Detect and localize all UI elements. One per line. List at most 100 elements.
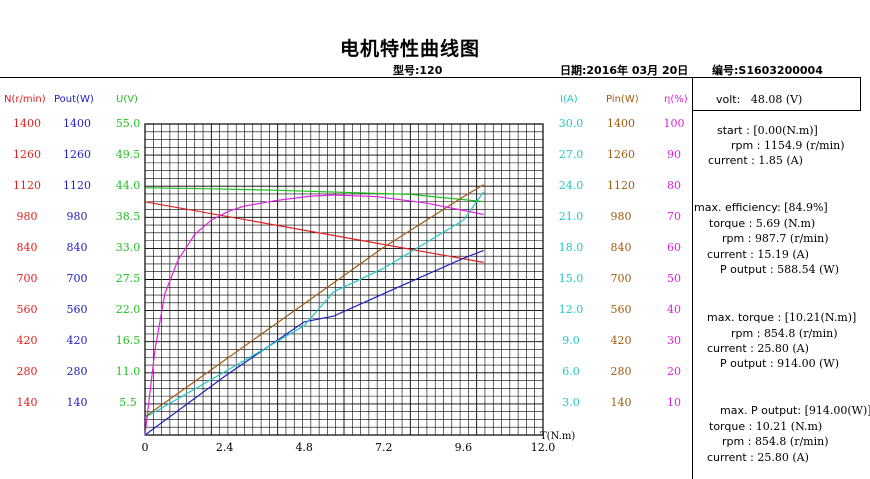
y-tick-Pin: 280 xyxy=(610,365,632,378)
y-tick-N: 560 xyxy=(16,303,38,316)
max-eff-torque-row: torque : 5.69 (N.m) xyxy=(709,217,815,230)
max-torque-rpm: 854.8 (r/min) xyxy=(763,327,838,340)
max-eff-current-label: current : xyxy=(707,248,754,261)
y-tick-Pout: 700 xyxy=(66,272,88,285)
y-tick-eta: 40 xyxy=(667,303,681,316)
start-torque: [0.00(N.m)] xyxy=(753,124,818,137)
volt-label: volt: xyxy=(716,93,741,106)
max-eff-pout-row: P output : 588.54 (W) xyxy=(720,263,839,276)
max-pout-readout: max. P output: [914.00(W)] xyxy=(720,404,870,417)
y-tick-eta: 60 xyxy=(667,241,681,254)
y-tick-I: 21.0 xyxy=(558,210,584,223)
y-tick-N: 1400 xyxy=(13,117,41,130)
y-tick-U: 27.5 xyxy=(115,272,141,285)
y-tick-Pout: 1400 xyxy=(63,117,91,130)
max-pout-torque-row: torque : 10.21 (N.m) xyxy=(709,420,822,433)
volt-value: 48.08 (V) xyxy=(750,93,803,106)
y-tick-Pin: 1120 xyxy=(607,179,635,192)
y-tick-U: 33.0 xyxy=(115,241,141,254)
y-tick-N: 1260 xyxy=(13,148,41,161)
y-tick-Pin: 840 xyxy=(610,241,632,254)
y-tick-Pout: 140 xyxy=(66,396,88,409)
axis-header-I: I(A) xyxy=(560,94,578,105)
test-date: 日期:2016年 03月 20日 xyxy=(560,64,689,77)
y-tick-Pin: 560 xyxy=(610,303,632,316)
y-tick-eta: 30 xyxy=(667,334,681,347)
start-rpm: 1154.9 (r/min) xyxy=(763,139,845,152)
max-eff-torque: 5.69 (N.m) xyxy=(755,217,816,230)
x-tick-label: 0 xyxy=(142,441,149,454)
max-efficiency-value: [84.9%] xyxy=(784,201,828,214)
y-tick-Pin: 700 xyxy=(610,272,632,285)
max-eff-torque-label: torque : xyxy=(709,217,753,230)
y-tick-eta: 20 xyxy=(667,365,681,378)
axis-header-U: U(V) xyxy=(116,94,138,105)
y-tick-Pin: 1400 xyxy=(607,117,635,130)
y-tick-I: 27.0 xyxy=(558,148,584,161)
start-rpm-label: rpm : xyxy=(731,139,761,152)
header-divider xyxy=(0,77,861,78)
start-rpm-row: rpm : 1154.9 (r/min) xyxy=(731,139,845,152)
max-pout-rpm: 854.8 (r/min) xyxy=(754,435,829,448)
max-eff-current: 15.19 (A) xyxy=(757,248,809,261)
y-tick-I: 12.0 xyxy=(558,303,584,316)
start-current-label: current : xyxy=(708,154,755,167)
max-pout-value: [914.00(W)] xyxy=(804,404,870,417)
y-tick-N: 1120 xyxy=(13,179,41,192)
volt-readout: volt: 48.08 (V) xyxy=(716,93,802,106)
series-line-Pout xyxy=(144,249,484,436)
y-tick-N: 980 xyxy=(16,210,38,223)
max-torque-rpm-label: rpm : xyxy=(731,327,761,340)
series-line-N xyxy=(144,201,484,263)
max-torque-pout: 914.00 (W) xyxy=(777,357,839,370)
model-number: 型号:120 xyxy=(393,64,443,77)
series-line-eta xyxy=(144,194,484,436)
max-torque-label: max. torque : xyxy=(707,311,782,324)
y-tick-Pin: 980 xyxy=(610,210,632,223)
series-line-Pin xyxy=(144,184,484,418)
y-tick-Pout: 280 xyxy=(66,365,88,378)
max-torque-current-row: current : 25.80 (A) xyxy=(707,342,809,355)
x-tick-label: 7.2 xyxy=(375,441,393,454)
x-tick-label: 2.4 xyxy=(216,441,234,454)
x-tick-label: 4.8 xyxy=(295,441,313,454)
panel-divider xyxy=(692,77,693,479)
max-eff-rpm-label: rpm : xyxy=(722,232,752,245)
y-tick-I: 18.0 xyxy=(558,241,584,254)
y-tick-Pout: 980 xyxy=(66,210,88,223)
y-tick-eta: 50 xyxy=(667,272,681,285)
y-tick-eta: 10 xyxy=(667,396,681,409)
max-efficiency-label: max. efficiency: xyxy=(694,201,781,214)
max-pout-label: max. P output: xyxy=(720,404,802,417)
y-tick-eta: 70 xyxy=(667,210,681,223)
y-tick-I: 24.0 xyxy=(558,179,584,192)
max-pout-rpm-label: rpm : xyxy=(722,435,752,448)
start-readout: start : [0.00(N.m)] xyxy=(717,124,818,137)
max-torque-rpm-row: rpm : 854.8 (r/min) xyxy=(731,327,838,340)
y-tick-U: 49.5 xyxy=(115,148,141,161)
max-pout-torque: 10.21 (N.m) xyxy=(755,420,823,433)
serial-number: 编号:S1603200004 xyxy=(712,64,823,77)
axis-header-N: N(r/min) xyxy=(4,94,46,105)
series-line-I xyxy=(144,191,485,419)
y-tick-U: 11.0 xyxy=(115,365,141,378)
y-tick-N: 140 xyxy=(16,396,38,409)
y-tick-Pin: 1260 xyxy=(607,148,635,161)
chart-grid xyxy=(144,123,544,436)
max-torque-current-label: current : xyxy=(707,342,754,355)
max-pout-torque-label: torque : xyxy=(709,420,753,433)
max-eff-rpm: 987.7 (r/min) xyxy=(754,232,829,245)
max-torque-value: [10.21(N.m)] xyxy=(784,311,857,324)
y-tick-Pout: 420 xyxy=(66,334,88,347)
y-tick-I: 30.0 xyxy=(558,117,584,130)
max-torque-readout: max. torque : [10.21(N.m)] xyxy=(707,311,856,324)
max-eff-pout-label: P output : xyxy=(720,263,774,276)
start-current: 1.85 (A) xyxy=(758,154,803,167)
max-eff-pout: 588.54 (W) xyxy=(777,263,839,276)
panel-volt-divider xyxy=(692,110,861,111)
y-tick-Pout: 560 xyxy=(66,303,88,316)
max-torque-pout-row: P output : 914.00 (W) xyxy=(720,357,839,370)
y-tick-U: 44.0 xyxy=(115,179,141,192)
y-tick-N: 420 xyxy=(16,334,38,347)
